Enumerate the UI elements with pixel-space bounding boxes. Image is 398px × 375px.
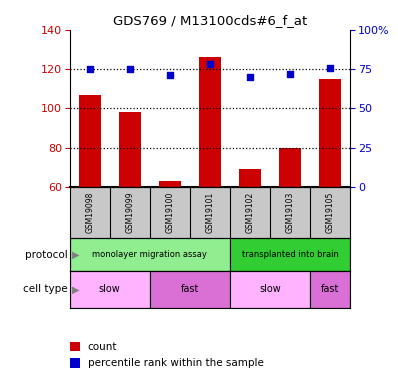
Bar — [150, 272, 230, 308]
Bar — [159, 181, 181, 187]
Text: GSM19100: GSM19100 — [165, 192, 174, 233]
Bar — [70, 238, 230, 272]
Bar — [119, 112, 141, 187]
Text: fast: fast — [321, 285, 339, 294]
Text: GSM19101: GSM19101 — [205, 192, 215, 233]
Point — [207, 62, 213, 68]
Text: cell type: cell type — [23, 285, 68, 294]
Text: GSM19099: GSM19099 — [125, 192, 134, 233]
Text: slow: slow — [99, 285, 121, 294]
Text: protocol: protocol — [25, 250, 68, 260]
Bar — [79, 94, 101, 187]
Text: slow: slow — [259, 285, 281, 294]
Point — [127, 66, 133, 72]
Bar — [319, 79, 341, 187]
Text: GSM19105: GSM19105 — [326, 192, 335, 233]
Text: ▶: ▶ — [72, 285, 79, 294]
Bar — [230, 238, 350, 272]
Bar — [239, 169, 261, 187]
Point — [86, 66, 93, 72]
Text: fast: fast — [181, 285, 199, 294]
Text: monolayer migration assay: monolayer migration assay — [92, 250, 207, 259]
Text: transplanted into brain: transplanted into brain — [242, 250, 339, 259]
Text: GSM19102: GSM19102 — [246, 192, 255, 233]
Text: percentile rank within the sample: percentile rank within the sample — [88, 358, 263, 368]
Point — [287, 71, 293, 77]
Bar — [70, 272, 150, 308]
Text: GSM19098: GSM19098 — [85, 192, 94, 233]
Point — [247, 74, 253, 80]
Bar — [310, 272, 350, 308]
Point — [167, 72, 173, 78]
Text: count: count — [88, 342, 117, 352]
Bar — [279, 148, 301, 187]
Point — [327, 64, 334, 70]
Title: GDS769 / M13100cds#6_f_at: GDS769 / M13100cds#6_f_at — [113, 15, 307, 27]
Bar — [199, 57, 221, 187]
Text: ▶: ▶ — [72, 250, 79, 260]
Bar — [230, 272, 310, 308]
Text: GSM19103: GSM19103 — [286, 192, 295, 233]
